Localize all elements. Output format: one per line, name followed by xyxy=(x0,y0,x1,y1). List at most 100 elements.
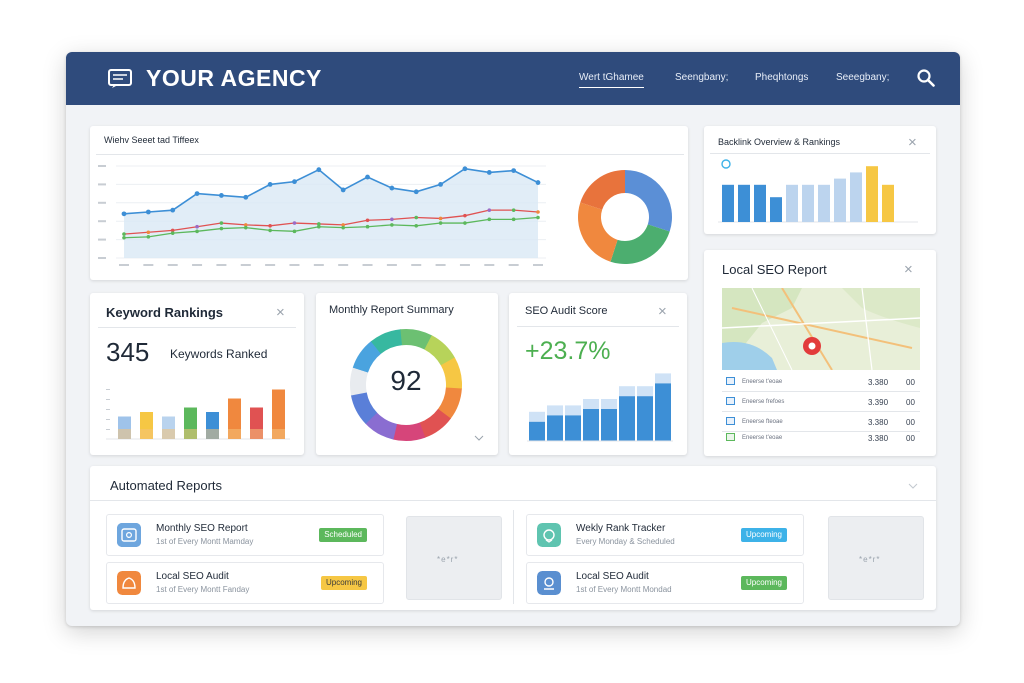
local-row-value-2: 00 xyxy=(906,418,915,427)
data-point xyxy=(292,221,297,225)
bar xyxy=(786,184,798,222)
local-row-value: 3.380 xyxy=(868,418,889,427)
data-point xyxy=(438,221,443,225)
audit-score-change: +23.7% xyxy=(525,337,611,365)
nav-item-3[interactable]: Pheqhtongs xyxy=(755,72,809,83)
chevron-down-icon[interactable] xyxy=(474,434,484,442)
nav-item-4[interactable]: Seeegbany; xyxy=(836,72,890,83)
y-tick-label xyxy=(106,389,110,390)
bar xyxy=(818,184,830,222)
x-tick-label xyxy=(484,264,495,266)
score-segment xyxy=(400,329,433,350)
x-tick-label xyxy=(289,264,300,266)
y-tick-label xyxy=(98,183,106,186)
audit-card-title: SEO Audit Score xyxy=(525,305,608,317)
data-point xyxy=(219,226,224,231)
x-tick-label xyxy=(362,264,373,266)
data-point xyxy=(438,182,443,187)
x-tick-label xyxy=(143,264,154,266)
backlink-close-button[interactable]: × xyxy=(908,134,917,151)
report-item-weekly-rank-tracker[interactable]: Wekly Rank Tracker Every Monday & Schedu… xyxy=(526,514,804,556)
bar xyxy=(565,415,581,441)
bar xyxy=(882,184,894,222)
bar-segment xyxy=(272,429,285,439)
keyword-close-button[interactable]: × xyxy=(276,304,285,321)
x-tick-label xyxy=(313,264,324,266)
report-item-local-seo-audit[interactable]: Local SEO Audit 1st of Every Montt Fanda… xyxy=(106,562,384,604)
checkbox-icon[interactable] xyxy=(726,417,735,425)
data-point xyxy=(292,179,297,185)
data-point xyxy=(170,207,176,213)
data-point xyxy=(243,194,249,200)
legend-marker xyxy=(721,159,731,169)
x-tick-label xyxy=(533,264,543,266)
data-point xyxy=(219,221,224,225)
top-navigation-bar: YOUR AGENCY Wert tGhamee Seengbany; Pheq… xyxy=(66,52,960,105)
x-tick-label xyxy=(119,264,129,266)
backlink-bar-chart xyxy=(718,159,918,223)
report-preview-placeholder: *e*r* xyxy=(828,516,924,600)
calendar-icon xyxy=(117,523,141,547)
chevron-down-icon[interactable] xyxy=(908,482,918,490)
data-point xyxy=(390,217,394,222)
checkbox-icon[interactable] xyxy=(726,397,735,405)
data-point xyxy=(511,217,516,222)
checkbox-icon[interactable] xyxy=(726,377,735,385)
data-point xyxy=(413,189,419,195)
data-point xyxy=(122,235,126,240)
data-point xyxy=(267,182,273,187)
keywords-ranked-label: Keywords Ranked xyxy=(170,347,268,361)
checkbox-icon[interactable] xyxy=(726,433,735,441)
status-badge: Scheduled xyxy=(319,528,367,542)
data-point xyxy=(389,185,395,191)
data-point xyxy=(536,210,540,214)
placeholder-text: *e*r* xyxy=(859,555,881,564)
report-logo-icon xyxy=(108,69,132,88)
x-tick-label xyxy=(459,264,470,266)
location-icon xyxy=(117,571,141,595)
bar xyxy=(722,184,734,222)
report-item-title: Local SEO Audit xyxy=(576,571,649,582)
data-point xyxy=(390,223,394,227)
data-point xyxy=(535,180,541,185)
bar-segment xyxy=(228,429,241,439)
summary-score-value: 92 xyxy=(390,365,422,396)
data-point xyxy=(292,229,297,234)
x-tick-label xyxy=(411,264,422,266)
local-row-value-2: 00 xyxy=(906,398,915,407)
score-segment xyxy=(370,329,403,354)
keyword-card-title: Keyword Rankings xyxy=(106,305,224,320)
y-tick-label xyxy=(98,220,106,223)
data-point xyxy=(365,224,370,229)
data-point xyxy=(170,228,175,233)
bar-segment xyxy=(184,429,197,439)
status-badge: Upcoming xyxy=(740,528,787,542)
x-tick-label xyxy=(265,264,276,266)
data-point xyxy=(243,223,248,227)
report-item-monthly-seo[interactable]: Monthly SEO Report 1st of Every Montt Ma… xyxy=(106,514,384,556)
search-icon[interactable] xyxy=(917,69,935,87)
audit-close-button[interactable]: × xyxy=(658,303,667,320)
bar xyxy=(655,383,671,441)
data-point xyxy=(487,217,492,222)
series-line xyxy=(123,216,539,239)
traffic-donut-chart xyxy=(578,170,672,264)
bar xyxy=(802,184,814,222)
traffic-card-title: Wiehv Seeet tad Tiffeex xyxy=(104,135,199,145)
traffic-chart-card: Wiehv Seeet tad Tiffeex xyxy=(90,126,688,280)
status-badge: Upcoming xyxy=(320,576,367,590)
audit-bar-chart xyxy=(527,373,673,442)
report-item-local-seo-audit-2[interactable]: Local SEO Audit 1st of Every Montt Monda… xyxy=(526,562,804,604)
local-seo-close-button[interactable]: × xyxy=(904,261,913,278)
data-point xyxy=(316,167,322,173)
data-point xyxy=(243,225,248,230)
bar xyxy=(738,184,750,222)
nav-item-2[interactable]: Seengbany; xyxy=(675,72,729,83)
bar-segment xyxy=(118,429,131,439)
data-point xyxy=(340,187,346,193)
x-tick-label xyxy=(435,264,446,266)
report-item-title: Wekly Rank Tracker xyxy=(576,523,666,534)
backlink-card-title: Backlink Overview & Rankings xyxy=(718,137,841,147)
nav-item-1[interactable]: Wert tGhamee xyxy=(579,72,644,88)
bar-cap xyxy=(619,386,635,397)
